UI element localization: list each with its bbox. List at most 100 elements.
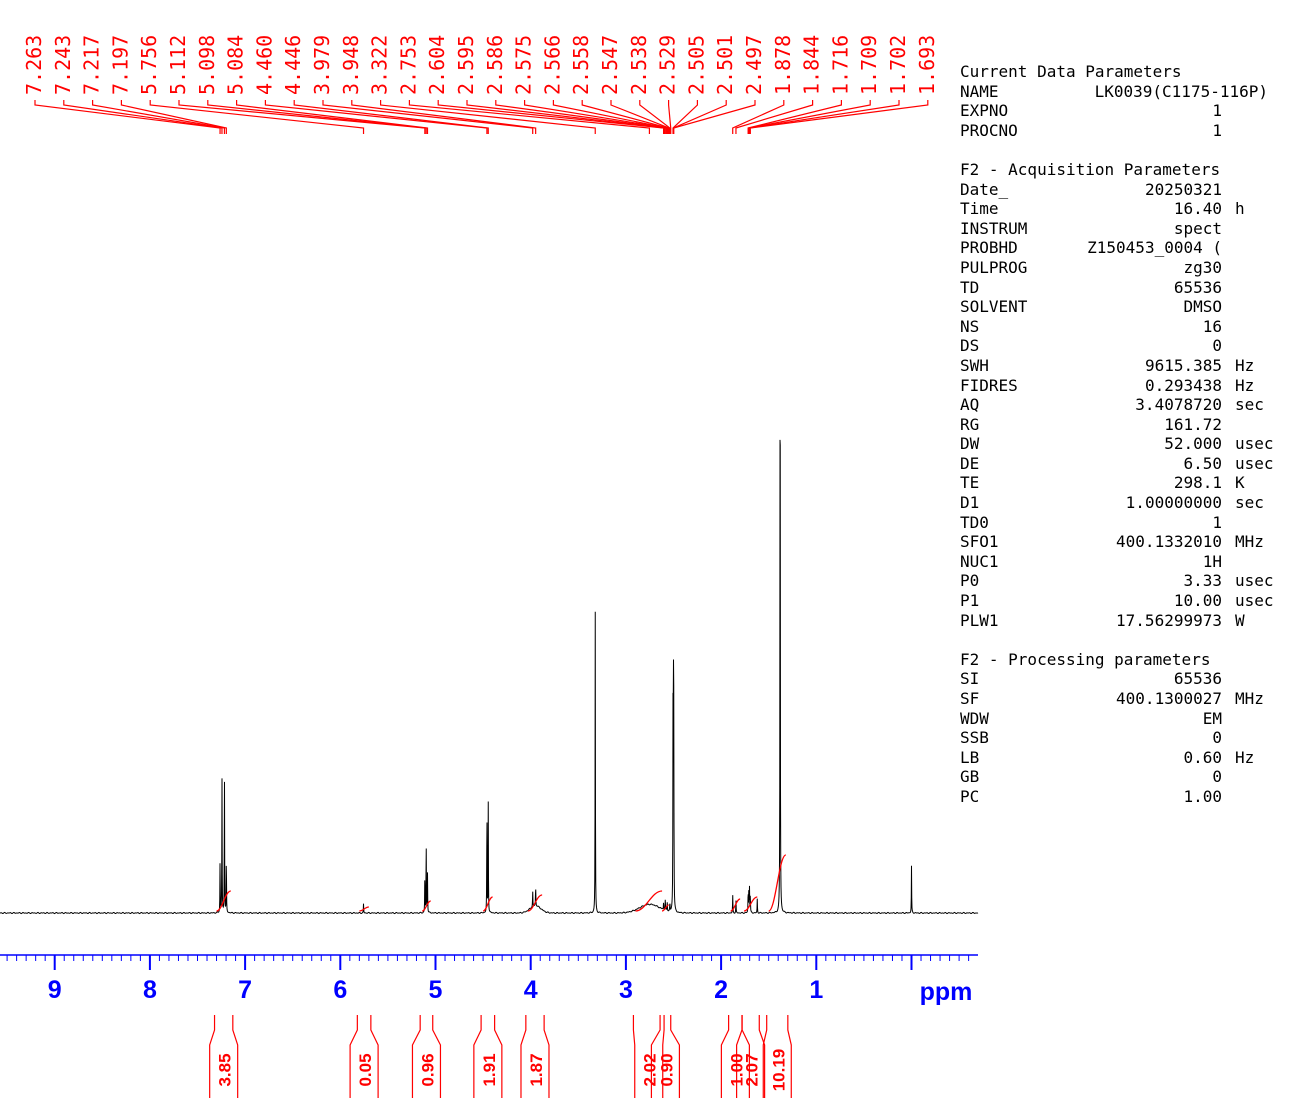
parameter-row: DW 52.000 usec (960, 434, 1300, 454)
peak-label: 2.501 (713, 35, 737, 95)
parameter-name: GB (960, 767, 980, 787)
peak-label-connector (668, 100, 672, 134)
integral-value: 1.91 (480, 1053, 499, 1086)
peak-label-connector (672, 100, 727, 134)
parameter-value: 9615.385 (1144, 355, 1222, 375)
parameter-value: 1.00000000 (1125, 493, 1222, 513)
integral-curve (216, 890, 232, 912)
integral-bracket (349, 1015, 379, 1098)
peak-label: 2.753 (396, 35, 420, 95)
peak-label-connector (673, 100, 756, 134)
peak-label-connector (466, 100, 666, 134)
parameter-section-title: F2 - Processing parameters (960, 649, 1211, 669)
parameter-row: RG 161.72 (960, 415, 1300, 435)
peak-label-connector (495, 100, 666, 134)
parameter-row: Time 16.40 h (960, 199, 1300, 219)
parameter-value: 0 (1212, 336, 1222, 356)
parameter-unit: h (1235, 199, 1245, 219)
peak-label-connector (149, 100, 365, 134)
peak-label-connector (735, 100, 814, 134)
peak-label-connector (236, 100, 429, 134)
parameter-value: 3.4078720 (1135, 395, 1222, 415)
parameter-value: 3.33 (1183, 571, 1222, 591)
integral-curve (635, 890, 663, 912)
peak-label-group: 7.263 7.243 7.217 7.197 5.756 5.112 5.098 5.084… (22, 35, 939, 134)
peak-label: 2.497 (742, 35, 766, 95)
parameter-row: PROCNO 1 (960, 121, 1300, 141)
peak-label: 1.716 (828, 35, 852, 95)
parameter-name: P0 (960, 571, 980, 591)
integral-curve (421, 900, 431, 912)
peak-label: 4.446 (281, 35, 305, 95)
peak-label: 5.112 (166, 35, 190, 95)
parameter-unit: usec (1235, 453, 1274, 473)
integral-value: 0.96 (418, 1053, 437, 1086)
peak-label: 2.547 (598, 35, 622, 95)
parameter-name: Time (960, 199, 999, 219)
peak-label: 3.322 (368, 35, 392, 95)
peak-label: 1.709 (857, 35, 881, 95)
parameter-unit: usec (1235, 571, 1274, 591)
integral-curve (527, 894, 543, 912)
parameter-row: SFO1 400.1332010 MHz (960, 532, 1300, 552)
parameter-row: WDW EM (960, 709, 1300, 729)
parameter-name: NUC1 (960, 551, 999, 571)
parameter-value: 1H (1202, 551, 1222, 571)
parameter-row: SI 65536 (960, 669, 1300, 689)
parameter-value: 65536 (1173, 277, 1222, 297)
parameter-row: DE 6.50 usec (960, 454, 1300, 474)
parameter-name: PULPROG (960, 257, 1028, 277)
peak-label-connector (639, 100, 671, 134)
parameter-value: 16 (1202, 316, 1222, 336)
parameter-value: spect (1173, 218, 1222, 238)
peak-label: 2.505 (684, 35, 708, 95)
parameter-row: P1 10.00 usec (960, 591, 1300, 611)
integral-curve-group (216, 854, 787, 912)
integral-bracket (473, 1015, 503, 1098)
integral-value: 0.05 (356, 1053, 375, 1086)
integral-bracket (632, 1015, 665, 1098)
parameter-section-title: F2 - Acquisition Parameters (960, 159, 1221, 179)
parameter-row: GB 0 (960, 767, 1300, 787)
peak-label: 2.538 (627, 35, 651, 95)
parameter-value: 400.1300027 (1116, 689, 1222, 708)
parameter-name: RG (960, 414, 980, 434)
peak-label: 2.566 (540, 35, 564, 95)
parameter-name: PROCNO (960, 120, 1018, 140)
parameter-unit: Hz (1235, 355, 1255, 375)
integral-curve (730, 898, 741, 912)
parameter-value: 20250321 (1144, 179, 1222, 199)
peak-label: 7.217 (80, 35, 104, 95)
parameter-name: FIDRES (960, 375, 1018, 395)
integral-value: 2.02 (641, 1053, 660, 1086)
parameter-name: NAME (960, 81, 999, 101)
parameter-name: PROBHD (960, 238, 1018, 258)
parameter-row: PROBHD Z150453_0004 ( (960, 238, 1300, 258)
parameter-unit: usec (1235, 434, 1274, 454)
parameter-value: DMSO (1183, 297, 1222, 317)
x-tick-label: 7 (238, 976, 252, 1004)
peak-label-connector (732, 100, 785, 134)
parameter-name: SF (960, 689, 980, 708)
parameter-name: DW (960, 434, 980, 454)
parameter-row: PC 1.00 (960, 787, 1300, 807)
parameter-value: 6.50 (1183, 453, 1222, 473)
parameter-unit: Hz (1235, 375, 1255, 395)
parameter-row: AQ 3.4078720 sec (960, 395, 1300, 415)
peak-label: 1.878 (771, 35, 795, 95)
parameter-row: SF 400.1300027 MHz (960, 689, 1300, 709)
parameter-row: TE 298.1 K (960, 473, 1300, 493)
integral-curve (768, 854, 787, 912)
peak-label: 5.098 (195, 35, 219, 95)
parameter-name: TE (960, 473, 980, 493)
parameter-name: SSB (960, 728, 989, 748)
x-tick-label: 1 (809, 976, 823, 1004)
parameter-name: PC (960, 786, 980, 806)
integral-value: 2.07 (743, 1053, 762, 1086)
x-tick-label: 9 (48, 976, 62, 1004)
parameter-unit: W (1235, 610, 1245, 630)
peak-label-connector (524, 100, 667, 134)
parameter-name: TD (960, 277, 980, 297)
parameter-name: Date_ (960, 179, 1009, 199)
parameter-name: D1 (960, 493, 980, 513)
